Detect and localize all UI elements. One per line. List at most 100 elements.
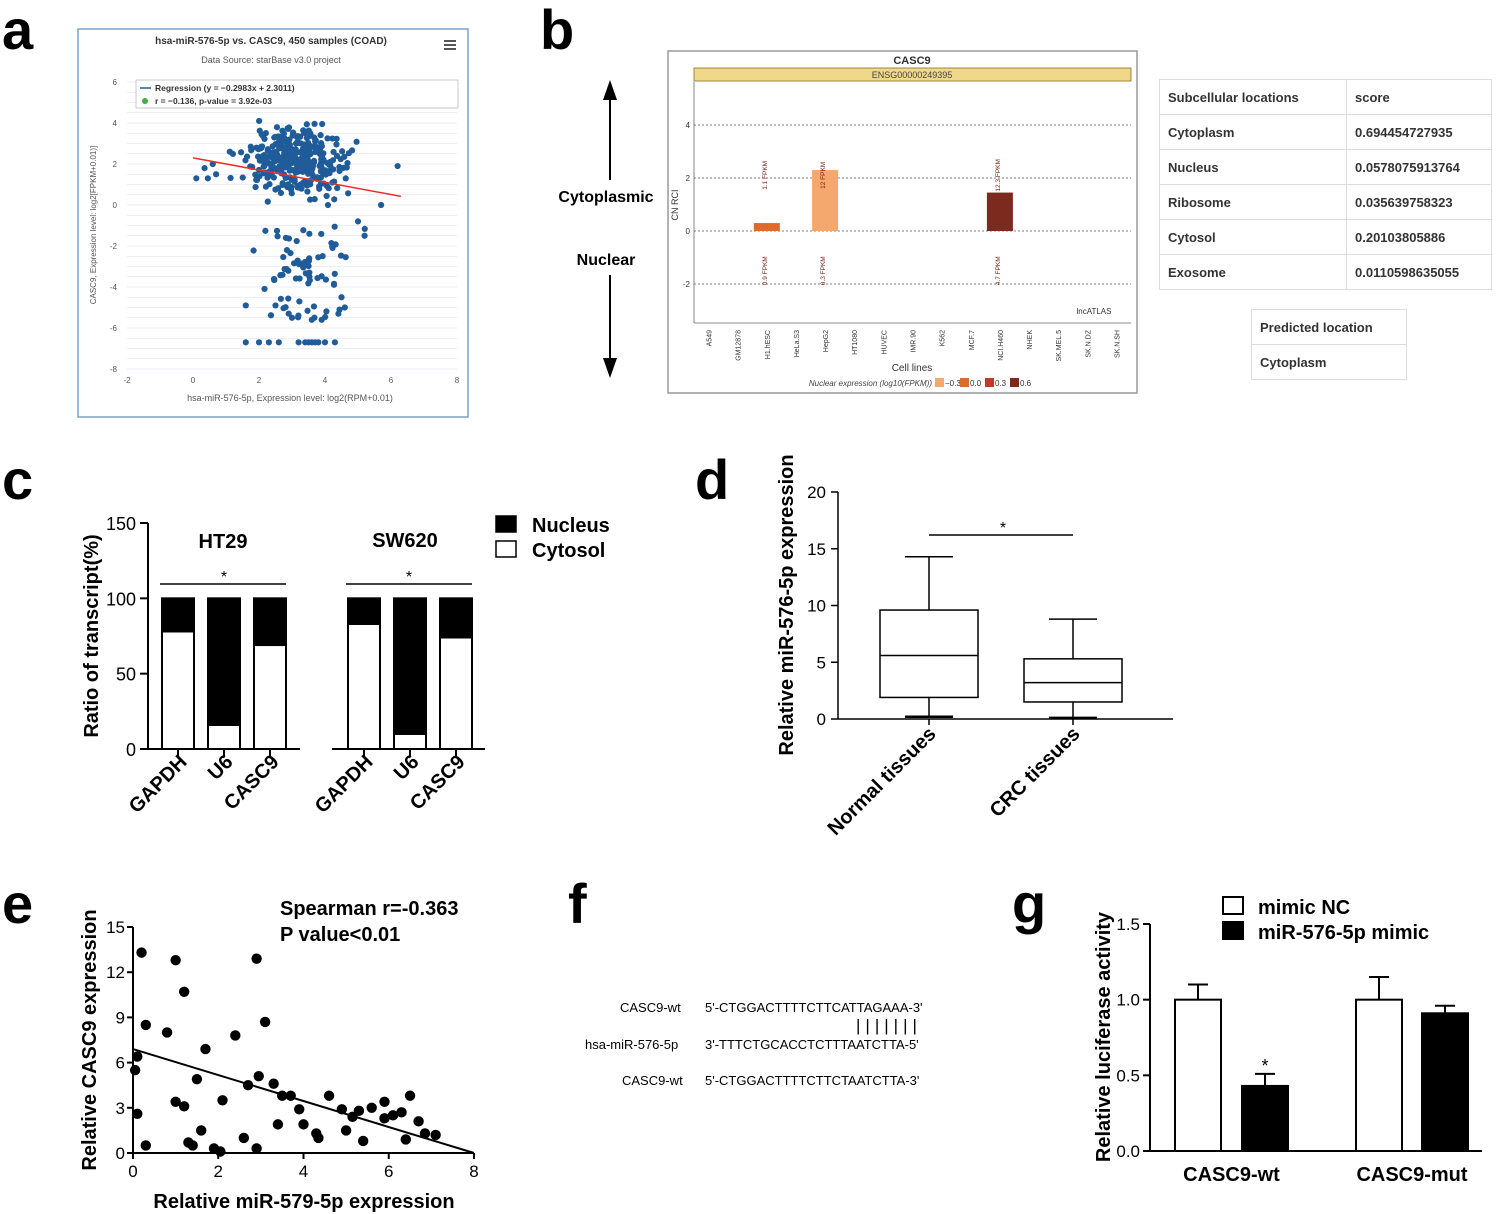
- panel-d-sig-star: *: [1000, 520, 1006, 537]
- panel-e-point: [387, 1110, 399, 1121]
- panel-e-point: [323, 1090, 335, 1101]
- panel-e-point: [178, 986, 190, 997]
- panel-b-legend-label: 0.0: [970, 379, 982, 388]
- panel-a-point: [330, 166, 337, 173]
- panel-a-point: [268, 151, 275, 159]
- panel-a-point: [284, 181, 292, 188]
- panel-e-y-tick: 6: [116, 1054, 125, 1073]
- panel-b-x-tick: HeLa.S3: [794, 330, 801, 357]
- panel-a-point: [317, 132, 324, 139]
- panel-a-point: [394, 162, 401, 170]
- panel-a-point: [303, 182, 310, 189]
- panel-a-point: [312, 147, 320, 154]
- panel-a-point: [296, 298, 303, 305]
- table-row: Cytoplasm 0.694454727935: [1159, 114, 1492, 150]
- panel-d-y-tick: 5: [817, 653, 826, 672]
- panel-a-xlabel: hsa-miR-576-5p, Expression level: log2(R…: [187, 393, 393, 403]
- panel-e-point: [178, 1101, 190, 1112]
- panel-e-point: [294, 1104, 305, 1115]
- panel-a-point: [305, 170, 312, 177]
- panel-a-point: [324, 201, 332, 209]
- panel-a-y-tick: -6: [110, 324, 118, 333]
- cytoplasmic-label: Cytoplasmic: [558, 189, 653, 206]
- panel-a-point: [298, 149, 305, 156]
- panel-a-point: [304, 307, 311, 314]
- table-cell-score: 0.20103805886: [1346, 219, 1492, 255]
- panel-b-cyto-label: 12 FPKM: [820, 162, 827, 189]
- panel-e-x-tick: 4: [299, 1162, 308, 1181]
- panel-a-point: [319, 253, 326, 260]
- panel-a-point: [267, 312, 275, 319]
- panel-b-ylabel: CN RCI: [670, 190, 680, 221]
- panel-g-bar-nc: [1174, 998, 1222, 1153]
- panel-a-point: [325, 185, 332, 192]
- panel-e-x-tick: 2: [214, 1162, 223, 1181]
- panel-a-point: [318, 143, 325, 150]
- panel-e-point: [191, 1073, 203, 1085]
- panel-b-gene-id: ENSG00000249395: [872, 70, 953, 80]
- panel-c-bar-cytosol: [439, 636, 473, 750]
- panel-a-point: [290, 260, 298, 267]
- hamburger-menu-icon[interactable]: [444, 40, 456, 50]
- panel-a-point: [242, 157, 249, 164]
- panel-e-y-tick: 15: [106, 918, 125, 937]
- panel-a-point: [331, 223, 338, 230]
- table-row: Ribosome 0.035639758323: [1159, 184, 1492, 220]
- arrow-up-icon: [603, 80, 617, 100]
- panel-g-y-tick: 1.0: [1116, 991, 1140, 1010]
- panel-g-ylabel: Relative luciferase activity: [1093, 911, 1115, 1162]
- panel-g-y-tick: 1.5: [1116, 915, 1140, 934]
- panel-a-point: [303, 121, 310, 128]
- panel-b-x-tick: MCF.7: [969, 330, 976, 350]
- panel-a-point: [344, 159, 351, 167]
- panel-a-point: [300, 227, 307, 234]
- panel-e-point: [400, 1134, 411, 1145]
- panel-g-x-tick: CASC9-mut: [1356, 1164, 1467, 1186]
- panel-d-box: [879, 609, 979, 699]
- panel-a-point: [253, 176, 261, 184]
- panel-a-point: [266, 181, 273, 188]
- panel-a-point: [339, 148, 346, 155]
- panel-a-point: [276, 133, 283, 140]
- panel-e-point: [298, 1119, 309, 1130]
- panel-b-legend-swatch: [935, 378, 944, 387]
- panel-a-y-tick: -8: [110, 365, 118, 374]
- panel-c-bar-nucleus: [253, 597, 287, 647]
- panel-b-x-tick: HepG2: [823, 330, 830, 352]
- panel-a-point: [255, 146, 262, 153]
- panel-a-point: [285, 295, 292, 302]
- panel-g-bar-mimic: [1421, 1012, 1469, 1153]
- panel-g-y-tick: 0.0: [1116, 1142, 1140, 1161]
- panel-a-point: [329, 244, 336, 252]
- panel-g-legend-nc: mimic NC: [1258, 897, 1350, 919]
- panel-e-point: [251, 1143, 262, 1154]
- panel-d-y-tick: 0: [817, 710, 826, 729]
- panel-b-cyto-label: 1.1 FPKM: [762, 161, 769, 190]
- panel-a-point: [289, 129, 297, 136]
- panel-a-point: [281, 135, 288, 142]
- panel-c-bar-cytosol: [253, 644, 287, 750]
- panel-e-point: [253, 1070, 264, 1082]
- arrow-down-icon: [603, 358, 617, 378]
- panel-a-point: [309, 161, 317, 169]
- panel-a-point: [279, 127, 286, 134]
- panel-a-point: [261, 160, 268, 167]
- panel-letter-f: f: [568, 872, 587, 935]
- panel-c-bar-nucleus: [439, 597, 473, 639]
- panel-a-point: [282, 234, 289, 241]
- panel-c-x-tick: GAPDH: [311, 751, 378, 818]
- panel-b-x-tick: HT1080: [852, 330, 859, 355]
- panel-b-x-tick: SK.MEL.5: [1056, 330, 1063, 362]
- panel-a-point: [255, 339, 263, 346]
- panel-a-legend-dot: [142, 98, 148, 104]
- panel-d-ylabel: Relative miR-576-5p expression: [776, 454, 798, 755]
- panel-a-point: [256, 157, 263, 164]
- panel-a-point: [324, 135, 331, 142]
- panel-a-point: [272, 186, 279, 193]
- table-row: Nucleus 0.0578075913764: [1159, 149, 1492, 185]
- panel-a-point: [318, 273, 325, 280]
- panel-e-point: [140, 1019, 151, 1031]
- panel-a-point: [247, 143, 254, 150]
- panel-e-point: [413, 1116, 424, 1127]
